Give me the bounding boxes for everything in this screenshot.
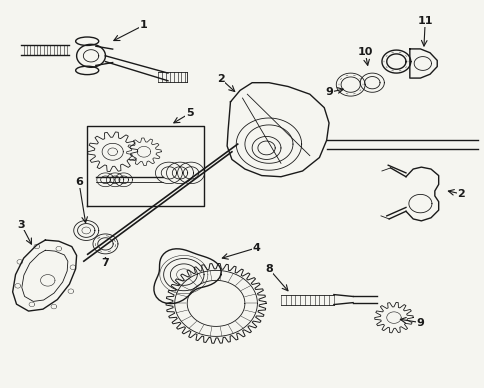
Text: 3: 3 bbox=[17, 220, 25, 230]
Text: 5: 5 bbox=[185, 108, 193, 118]
Text: 1: 1 bbox=[140, 20, 148, 30]
Text: 2: 2 bbox=[456, 189, 464, 199]
Text: 6: 6 bbox=[75, 177, 83, 187]
Text: 9: 9 bbox=[324, 87, 333, 97]
Text: 11: 11 bbox=[417, 16, 432, 26]
Text: 9: 9 bbox=[416, 318, 424, 327]
Text: 2: 2 bbox=[216, 74, 224, 84]
Text: 4: 4 bbox=[253, 243, 260, 253]
Text: 7: 7 bbox=[101, 258, 109, 268]
Text: 8: 8 bbox=[265, 264, 272, 274]
Text: 10: 10 bbox=[357, 47, 372, 57]
